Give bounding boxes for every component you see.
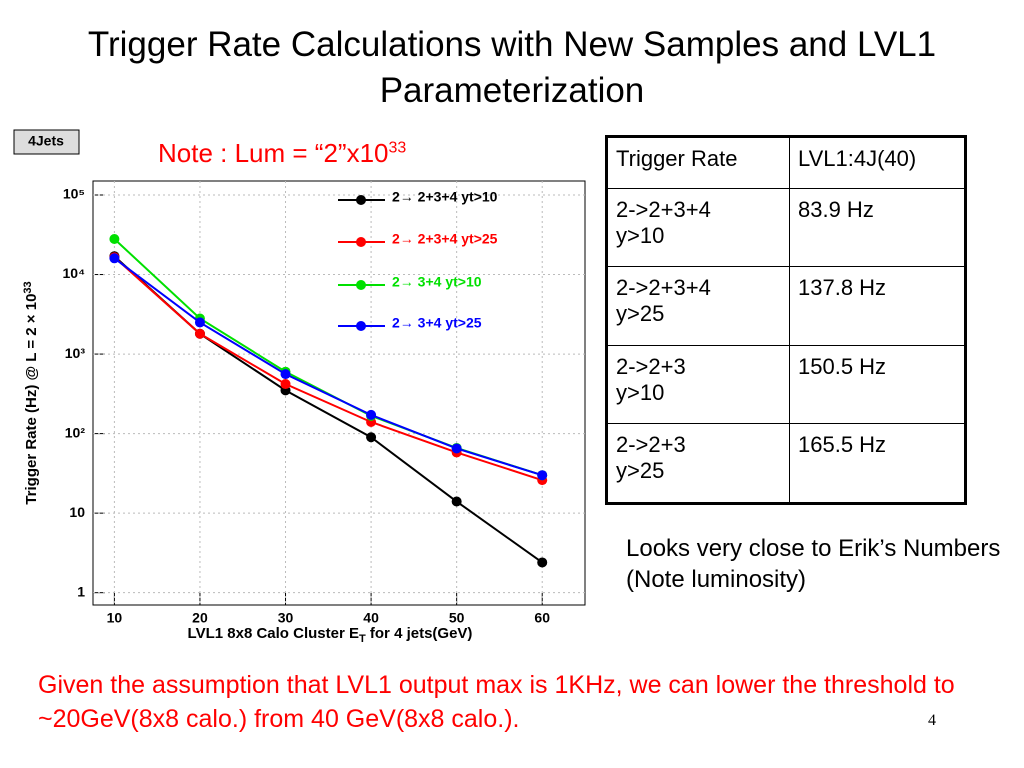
data-point — [366, 432, 377, 443]
rate-table: Trigger Rate LVL1:4J(40) 2->2+3+4 y>10 83.… — [605, 135, 967, 505]
x-label-after: for 4 jets(GeV) — [366, 625, 473, 642]
data-point — [451, 496, 462, 507]
y-axis-label: Trigger Rate (Hz) @ L = 2 × 1033 — [22, 281, 40, 504]
series-line — [113, 256, 543, 482]
y-tick-label: 10 — [69, 504, 85, 520]
cell: 83.9 Hz — [789, 187, 966, 268]
cell-text: 2->2+3 y>25 — [616, 432, 686, 484]
slide-title: Trigger Rate Calculations with New Sampl… — [87, 25, 937, 110]
series-line — [113, 255, 543, 564]
cell-text: 2->2+3+4 y>25 — [616, 275, 711, 327]
x-tick-label: 20 — [192, 610, 208, 626]
data-point — [451, 443, 462, 454]
comment: Looks very close to Erik’s Numbers (Note… — [626, 535, 1001, 593]
data-point — [194, 328, 205, 339]
cell-text: 2->2+3+4 y>10 — [616, 197, 711, 248]
legend-marker — [356, 237, 366, 247]
chart: 4Jets LVL1 8x8 Calo Cluster ET for 4 jet… — [13, 129, 586, 645]
x-tick-label: 10 — [107, 610, 123, 626]
cell: 2->2+3+4 y>25 — [606, 266, 790, 346]
y-tick-label: 10³ — [65, 345, 86, 361]
conclusion: Given the assumption that LVL1 output ma… — [38, 671, 955, 733]
data-point — [109, 233, 120, 244]
legend-marker — [356, 280, 366, 290]
x-tick-label: 60 — [534, 610, 550, 626]
cell: 2->2+3 y>10 — [606, 344, 790, 425]
page-number: 4 — [928, 712, 936, 729]
data-point — [537, 470, 548, 481]
y-tick-label: 10⁵ — [63, 186, 85, 202]
data-point — [280, 379, 291, 390]
note-text: Note : Lum = “2”x10 — [158, 138, 389, 168]
note-sup: 33 — [388, 139, 407, 157]
x-label-text: LVL1 8x8 Calo Cluster E — [188, 625, 359, 642]
legend-marker — [356, 195, 366, 205]
x-axis-label: LVL1 8x8 Calo Cluster ET for 4 jets(GeV) — [188, 625, 473, 645]
x-tick-label: 40 — [363, 610, 379, 626]
legend-label: 2→ 3+4 yt>10 — [392, 274, 482, 290]
cell: 2->2+3 y>25 — [606, 423, 790, 504]
cell: 150.5 Hz — [789, 344, 966, 425]
y-label-sup: 33 — [22, 281, 34, 293]
data-point — [280, 369, 291, 380]
y-label-text: Trigger Rate (Hz) @ L = 2 × 10 — [23, 294, 40, 505]
data-point — [366, 409, 377, 420]
cell: 2->2+3+4 y>10 — [606, 187, 790, 268]
pad-label: 4Jets — [28, 133, 64, 149]
x-tick-label: 30 — [278, 610, 294, 626]
legend-label: 2→ 2+3+4 yt>10 — [392, 189, 498, 205]
data-point — [194, 317, 205, 328]
data-point — [537, 557, 548, 568]
y-tick-label: 1 — [77, 583, 85, 599]
pad-label-box — [13, 129, 80, 155]
header-cell: LVL1:4J(40) — [789, 136, 966, 189]
y-tick-label: 10² — [65, 424, 86, 440]
note: Note : Lum = “2”x1033 — [158, 138, 406, 169]
plot-frame — [92, 180, 586, 606]
data-point — [109, 253, 120, 264]
y-tick-label: 10⁴ — [63, 265, 86, 281]
cell: 165.5 Hz — [789, 423, 966, 504]
cell: 137.8 Hz — [789, 266, 966, 346]
legend-label: 2→ 3+4 yt>25 — [392, 315, 482, 331]
cell-text: 2->2+3 y>10 — [616, 353, 686, 405]
x-label-sub: T — [359, 633, 366, 645]
x-tick-label: 50 — [449, 610, 465, 626]
series-line — [113, 257, 543, 477]
legend-marker — [356, 321, 366, 331]
header-cell: Trigger Rate — [606, 136, 790, 189]
legend-label: 2→ 2+3+4 yt>25 — [392, 231, 498, 247]
